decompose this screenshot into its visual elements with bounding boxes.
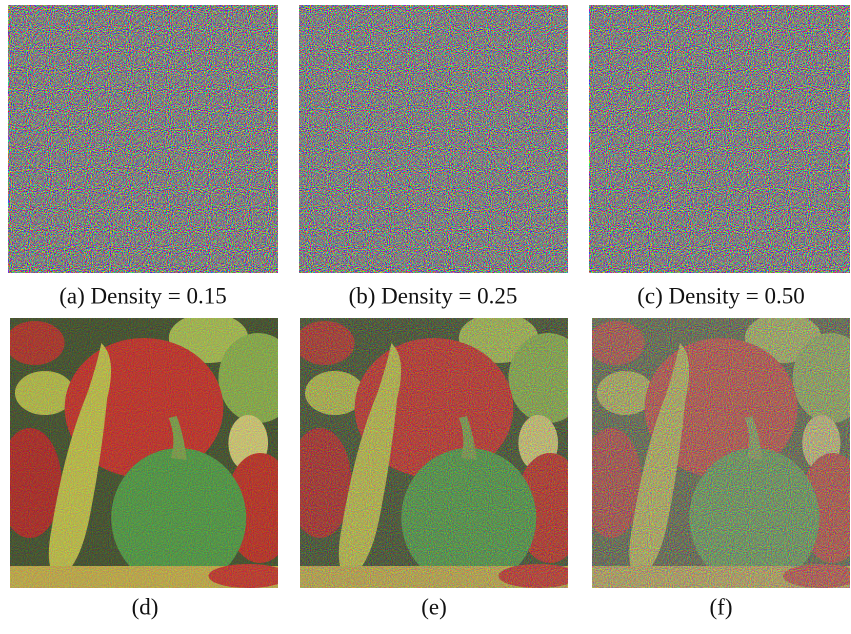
pepper-images <box>0 313 851 588</box>
pepper-image <box>0 313 298 588</box>
caption: (a) Density = 0.15 <box>59 283 227 308</box>
caption: (f) <box>710 594 733 619</box>
figure: (a) Density = 0.15 (b) Density = 0.25 (c… <box>0 0 851 629</box>
caption: (e) <box>421 594 447 619</box>
pepper-image <box>581 313 851 588</box>
pepper-image <box>288 313 588 588</box>
caption: (c) Density = 0.50 <box>637 283 805 308</box>
caption: (d) <box>132 594 159 619</box>
noise-image <box>299 5 568 273</box>
noise-image <box>8 5 278 273</box>
noise-image <box>589 5 850 273</box>
caption: (b) Density = 0.25 <box>349 283 518 308</box>
noise-images <box>8 5 850 273</box>
